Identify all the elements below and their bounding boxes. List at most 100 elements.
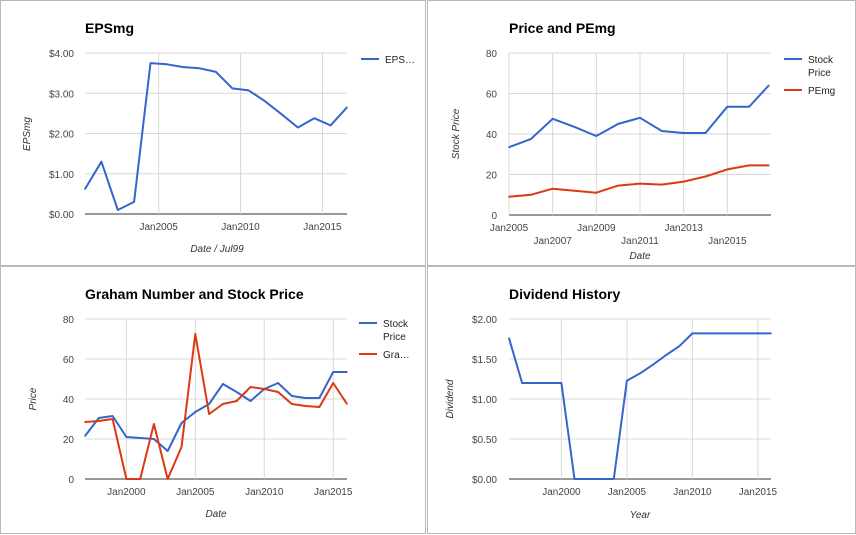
data-point <box>180 446 183 448</box>
data-point <box>757 332 759 335</box>
data-point <box>682 180 685 183</box>
x-tick-label: Jan2015 <box>708 236 747 247</box>
data-point <box>704 132 707 134</box>
data-point <box>717 332 720 335</box>
legend-label: Price <box>808 68 831 79</box>
graham-chart: Graham Number and Stock Price 0 20 40 60 80 Ja… <box>28 286 410 520</box>
x-axis-title: Date / Jul99 <box>190 244 244 255</box>
legend-label: Stock <box>808 55 834 66</box>
chart-title: EPSmg <box>85 20 134 36</box>
dividend-chart: Dividend History $0.00 $0.50 $1.00 $1.50 $2.0… <box>445 286 778 521</box>
data-point <box>691 332 694 335</box>
data-point <box>277 382 279 384</box>
y-axis-title: EPSmg <box>22 117 33 151</box>
legend-label: Price <box>383 332 406 343</box>
y-tick-label: 40 <box>486 130 498 141</box>
x-tick-label: Jan2015 <box>303 222 342 233</box>
data-point <box>166 63 168 66</box>
data-point <box>678 345 681 347</box>
chart-title: Price and PEmg <box>509 20 616 36</box>
x-tick-label: Jan2015 <box>314 487 353 498</box>
y-tick-label: $3.00 <box>49 89 74 100</box>
data-point <box>332 371 335 373</box>
data-point <box>768 84 770 87</box>
legend-label: Stock <box>383 319 409 330</box>
data-point <box>153 438 155 440</box>
y-tick-label: $1.00 <box>49 170 74 181</box>
data-point <box>768 164 770 167</box>
data-point <box>508 196 510 198</box>
data-point <box>166 450 169 452</box>
data-point <box>613 478 615 480</box>
data-point <box>313 117 316 119</box>
data-point <box>98 417 100 419</box>
x-tick-label: Jan2009 <box>577 223 616 234</box>
data-point <box>180 422 183 424</box>
data-point <box>84 435 86 437</box>
y-tick-label: 0 <box>68 475 74 486</box>
y-tick-label: 0 <box>491 211 497 222</box>
y-tick-label: 60 <box>63 355 75 366</box>
y-tick-label: $0.00 <box>472 475 497 486</box>
data-point <box>521 382 523 384</box>
data-point <box>249 386 252 388</box>
price-pe-chart-panel: Price and PEmg 0 20 40 60 80 Jan2005 Jan2009 Jan… <box>427 0 856 266</box>
data-point <box>182 66 185 68</box>
data-point <box>98 420 100 422</box>
data-point <box>748 164 750 167</box>
y-tick-label: $0.50 <box>472 435 497 446</box>
data-point <box>744 332 746 335</box>
chart-title: Graham Number and Stock Price <box>85 286 304 302</box>
y-tick-label: $1.00 <box>472 395 497 406</box>
data-point <box>125 478 128 480</box>
x-tick-label: Jan2000 <box>107 487 146 498</box>
data-point <box>346 371 348 373</box>
data-point <box>235 391 238 393</box>
y-tick-label: 20 <box>486 171 498 182</box>
data-point <box>149 62 152 64</box>
data-point <box>617 184 619 187</box>
data-point <box>726 105 729 108</box>
data-point <box>304 405 307 407</box>
data-point <box>573 126 576 128</box>
x-axis-title: Date <box>629 251 651 262</box>
legend-label: PEmg <box>808 86 835 97</box>
data-point <box>639 182 641 185</box>
x-tick-label: Jan2011 <box>621 236 659 247</box>
data-point <box>704 175 707 178</box>
data-point <box>249 400 252 402</box>
data-point <box>682 132 685 134</box>
data-point <box>111 415 114 417</box>
data-point <box>508 146 510 148</box>
data-point <box>304 397 307 399</box>
data-point <box>231 87 234 90</box>
data-point <box>508 337 510 339</box>
y-axis-title: Dividend <box>445 379 456 418</box>
y-tick-label: 60 <box>486 90 498 101</box>
series-line-0 <box>84 62 348 211</box>
data-point <box>208 413 210 415</box>
x-axis-title: Date <box>205 509 227 520</box>
y-tick-label: $0.00 <box>49 210 74 221</box>
series-line-1 <box>84 333 348 480</box>
data-point <box>139 478 141 480</box>
data-point <box>215 71 217 73</box>
graham-chart-panel: Graham Number and Stock Price 0 20 40 60 80 Ja… <box>0 266 426 534</box>
data-point <box>198 67 201 70</box>
y-tick-label: 80 <box>63 315 75 326</box>
data-point <box>346 106 348 109</box>
x-tick-label: Jan2013 <box>664 223 703 234</box>
y-tick-label: $2.00 <box>472 315 497 326</box>
data-point <box>332 382 335 384</box>
price-pe-chart: Price and PEmg 0 20 40 60 80 Jan2005 Jan2009 Jan… <box>451 20 835 262</box>
data-point <box>222 383 224 385</box>
data-point <box>153 423 155 425</box>
data-point <box>626 379 628 382</box>
data-point <box>730 332 733 335</box>
data-point <box>534 382 536 384</box>
data-point <box>291 395 293 397</box>
x-tick-label: Jan2005 <box>176 487 215 498</box>
data-point <box>84 421 86 423</box>
data-point <box>560 382 563 384</box>
